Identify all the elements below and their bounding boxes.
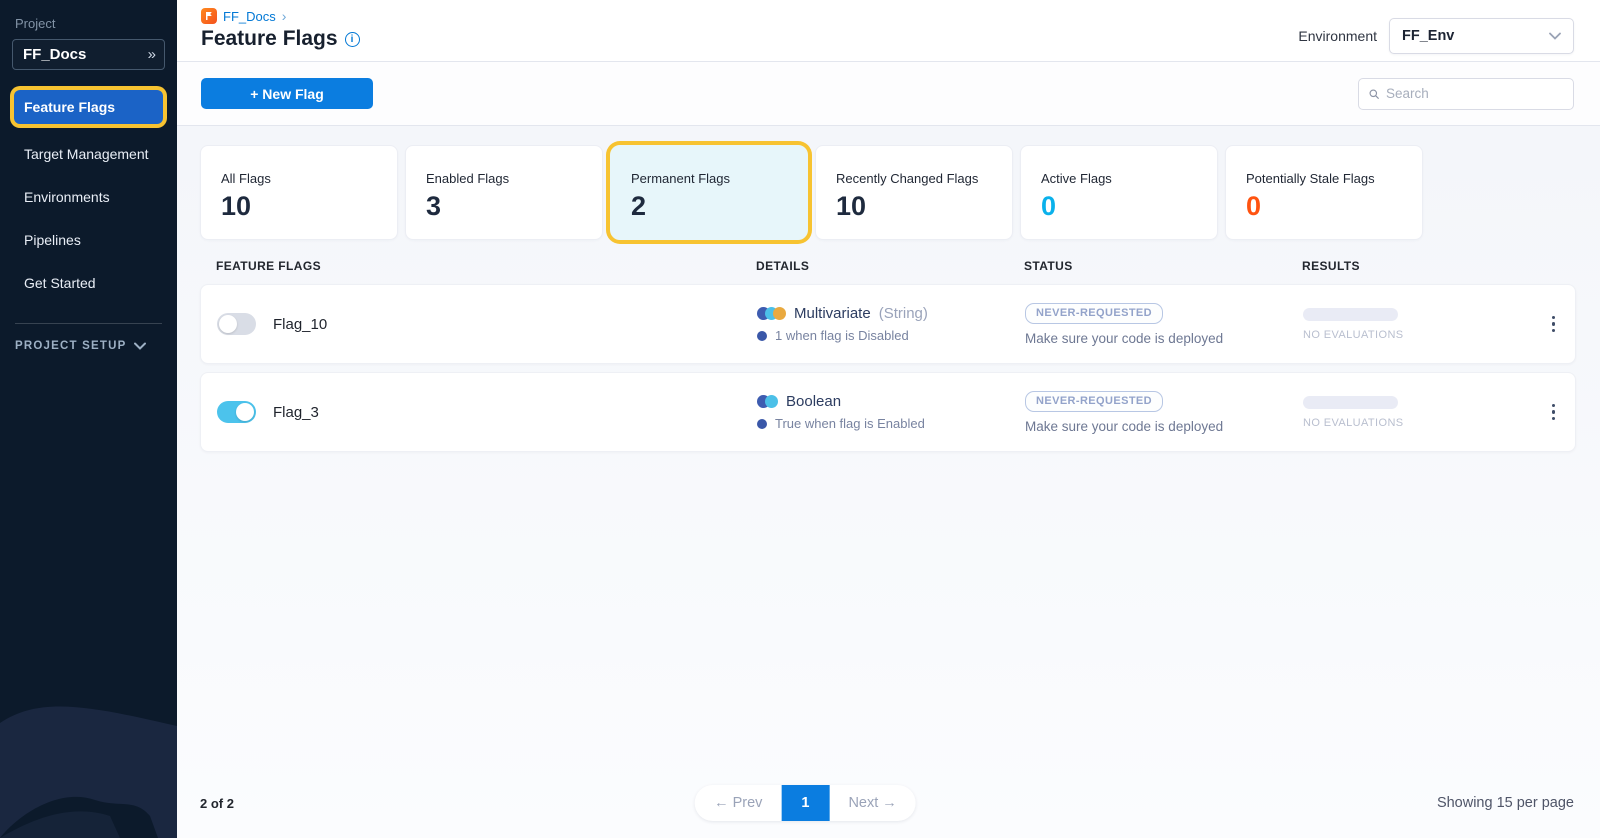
flag-type: Multivariate [794, 305, 871, 322]
feature-flags-logo-icon [201, 8, 217, 24]
sidebar-item-environments[interactable]: Environments [24, 189, 110, 205]
toolbar: + New Flag [177, 62, 1600, 126]
stat-label: Recently Changed Flags [836, 171, 979, 186]
stat-value: 0 [1246, 191, 1262, 221]
column-header-feature-flags: FEATURE FLAGS [216, 259, 321, 273]
breadcrumb: FF_Docs › [201, 8, 360, 24]
table-row[interactable]: Flag_3 Boolean True when flag is Enabled [200, 372, 1576, 452]
sidebar-nav: Feature Flags Target Management Environm… [12, 88, 165, 309]
project-label: Project [15, 16, 56, 31]
variation-dot-icon [757, 418, 767, 429]
results-text: NO EVALUATIONS [1303, 416, 1404, 429]
status-badge: NEVER-REQUESTED [1025, 390, 1164, 412]
breadcrumb-project-link[interactable]: FF_Docs [223, 8, 276, 24]
prev-page-button[interactable]: ← Prev [695, 785, 781, 821]
flag-type: Boolean [786, 393, 842, 410]
flag-name[interactable]: Flag_3 [273, 403, 319, 421]
row-menu-kebab-icon[interactable] [1548, 312, 1560, 337]
stat-card-active-flags[interactable]: Active Flags 0 [1020, 145, 1218, 240]
environment-value: FF_Env [1402, 28, 1455, 44]
row-menu-kebab-icon[interactable] [1548, 400, 1560, 425]
page-number-button[interactable]: 1 [781, 785, 830, 821]
column-header-details: DETAILS [756, 259, 810, 273]
stats-row: All Flags 10 Enabled Flags 3 Permanent F… [200, 145, 1576, 240]
stat-value: 10 [221, 191, 252, 221]
stat-label: Permanent Flags [631, 171, 730, 186]
stat-label: All Flags [221, 171, 271, 186]
boolean-icon [757, 395, 778, 408]
flag-name[interactable]: Flag_10 [273, 315, 328, 333]
evaluations-bar [1303, 307, 1398, 321]
table-footer: 2 of 2 ← Prev 1 Next → Showing 15 per pa… [200, 768, 1576, 838]
sidebar-item-pipelines[interactable]: Pipelines [24, 232, 81, 248]
variation-dot-icon [757, 330, 767, 341]
pagination: ← Prev 1 Next → [695, 785, 916, 821]
flag-toggle[interactable] [217, 313, 256, 335]
environment-select[interactable]: FF_Env [1389, 18, 1574, 54]
sidebar-decoration [0, 706, 177, 838]
column-header-status: STATUS [1024, 259, 1073, 273]
evaluations-bar [1303, 395, 1398, 409]
default-rule-text: 1 when flag is Disabled [775, 328, 909, 343]
search-box[interactable] [1358, 77, 1574, 110]
stat-card-all-flags[interactable]: All Flags 10 [200, 145, 398, 240]
default-rule-text: True when flag is Enabled [775, 416, 925, 431]
page-title: Feature Flags [201, 27, 338, 50]
results-text: NO EVALUATIONS [1303, 328, 1404, 341]
sidebar-item-target-management[interactable]: Target Management [24, 146, 149, 162]
chevron-down-icon [1549, 32, 1561, 40]
project-setup-toggle[interactable]: PROJECT SETUP [12, 340, 165, 352]
sidebar-item-feature-flags[interactable]: Feature Flags [14, 90, 163, 124]
search-input[interactable] [1386, 86, 1563, 101]
status-text: Make sure your code is deployed [1025, 418, 1224, 434]
sidebar-item-get-started[interactable]: Get Started [24, 275, 96, 291]
project-name: FF_Docs [23, 46, 87, 63]
stat-card-potentially-stale-flags[interactable]: Potentially Stale Flags 0 [1225, 145, 1423, 240]
status-text: Make sure your code is deployed [1025, 330, 1224, 346]
main-area: FF_Docs › Feature Flags i Environment FF… [177, 0, 1600, 838]
info-icon[interactable]: i [344, 31, 360, 47]
stat-label: Active Flags [1041, 171, 1112, 186]
search-icon [1369, 89, 1379, 99]
table-header: FEATURE FLAGS DETAILS STATUS RESULTS [200, 259, 1576, 273]
stat-value: 2 [631, 191, 647, 221]
row-count: 2 of 2 [200, 795, 234, 811]
content: All Flags 10 Enabled Flags 3 Permanent F… [177, 126, 1600, 838]
status-badge: NEVER-REQUESTED [1025, 302, 1164, 324]
sidebar-divider [15, 323, 162, 324]
page-size-text: Showing 15 per page [1436, 795, 1574, 811]
new-flag-button[interactable]: + New Flag [201, 78, 373, 109]
column-header-results: RESULTS [1302, 259, 1360, 273]
stat-value: 10 [836, 191, 867, 221]
stat-value: 3 [426, 191, 442, 221]
multivariate-icon [757, 307, 786, 320]
table-row[interactable]: Flag_10 Multivariate (String) 1 when fla… [200, 284, 1576, 364]
stat-label: Potentially Stale Flags [1246, 171, 1375, 186]
stat-card-enabled-flags[interactable]: Enabled Flags 3 [405, 145, 603, 240]
stat-value: 0 [1041, 191, 1057, 221]
stat-label: Enabled Flags [426, 171, 510, 186]
breadcrumb-separator: › [281, 8, 287, 24]
sidebar: Project FF_Docs » Feature Flags Target M… [0, 0, 177, 838]
flag-toggle[interactable] [217, 401, 256, 423]
chevron-down-icon [134, 342, 147, 350]
double-chevron-right-icon: » [147, 46, 156, 63]
project-picker[interactable]: FF_Docs » [12, 39, 165, 70]
stat-card-recently-changed-flags[interactable]: Recently Changed Flags 10 [815, 145, 1013, 240]
environment-label: Environment [1298, 28, 1377, 44]
next-page-button[interactable]: Next → [829, 785, 915, 821]
page-header: FF_Docs › Feature Flags i Environment FF… [177, 0, 1600, 62]
project-setup-label: PROJECT SETUP [15, 340, 127, 352]
stat-card-permanent-flags[interactable]: Permanent Flags 2 [610, 145, 808, 240]
flag-variant: (String) [878, 305, 928, 322]
